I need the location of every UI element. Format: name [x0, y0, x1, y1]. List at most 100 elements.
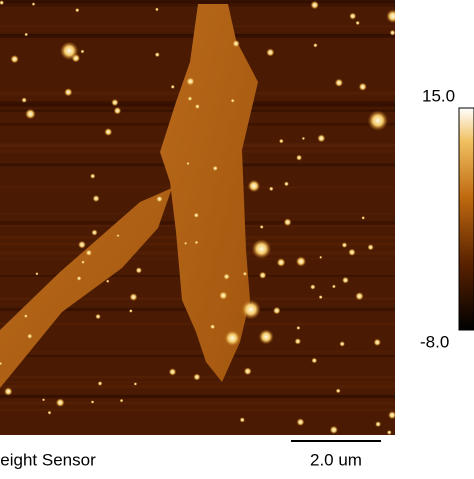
particle	[268, 186, 274, 192]
scan-line	[0, 381, 395, 384]
particle	[113, 106, 122, 115]
particle	[10, 54, 19, 64]
particles	[0, 0, 395, 435]
scan-line	[0, 0, 395, 4]
particle	[26, 333, 33, 339]
particle	[349, 12, 357, 20]
particle	[119, 398, 124, 403]
particle	[296, 154, 303, 161]
particle	[241, 299, 261, 320]
particle	[92, 194, 100, 203]
particle	[258, 329, 274, 345]
particle	[251, 239, 272, 259]
particle	[90, 400, 95, 404]
particle	[25, 108, 36, 120]
particle	[187, 96, 193, 102]
particle	[31, 2, 36, 6]
particle	[186, 161, 190, 166]
particle	[193, 373, 201, 381]
particle	[194, 103, 201, 110]
particle	[310, 0, 319, 10]
channel-label: Height Sensor	[0, 450, 96, 469]
particle	[76, 275, 82, 281]
particle	[4, 387, 13, 396]
particle	[116, 234, 120, 238]
particle	[361, 216, 366, 220]
particle	[64, 88, 73, 97]
particle	[355, 291, 364, 301]
particle	[186, 77, 195, 86]
particle	[0, 0, 5, 6]
particle	[91, 229, 98, 236]
particle	[24, 32, 29, 37]
particle	[155, 7, 159, 12]
particle	[317, 134, 326, 143]
particle	[239, 417, 245, 423]
particle	[283, 218, 292, 227]
particle	[97, 381, 103, 386]
particle	[334, 78, 344, 87]
particle	[23, 314, 28, 319]
particle	[129, 293, 138, 302]
particle	[104, 127, 113, 136]
particle	[329, 425, 339, 435]
particle	[278, 138, 284, 144]
particle	[81, 260, 85, 265]
particle	[243, 367, 252, 376]
particle	[59, 41, 79, 61]
afm-image	[0, 0, 395, 435]
particle	[272, 306, 281, 315]
particle	[339, 341, 345, 347]
particle	[232, 39, 240, 48]
particle	[209, 324, 216, 330]
particle	[35, 272, 39, 276]
particle	[95, 313, 101, 320]
particle	[21, 97, 27, 103]
scan-line	[0, 401, 395, 405]
particle	[133, 382, 138, 386]
particle	[373, 338, 382, 347]
particle	[276, 258, 286, 267]
particle	[128, 309, 133, 313]
particle	[78, 240, 86, 249]
particle	[367, 110, 389, 131]
particle	[355, 20, 360, 26]
particle	[310, 284, 316, 290]
particle	[259, 271, 267, 279]
scan-line	[0, 4, 395, 7]
particle	[294, 338, 302, 345]
scale-bar-label: 2.0 um	[310, 450, 362, 469]
particle	[224, 329, 241, 347]
particle	[335, 388, 341, 394]
particle	[170, 84, 175, 89]
particle	[80, 49, 85, 54]
particle	[218, 291, 228, 300]
particle	[223, 273, 230, 280]
particle	[358, 82, 367, 91]
particle	[194, 240, 199, 245]
scan-line	[0, 394, 395, 399]
particle	[90, 173, 96, 179]
particle	[311, 357, 318, 364]
particle	[266, 48, 275, 57]
particle	[47, 410, 52, 415]
particle	[156, 195, 163, 203]
particle	[168, 368, 177, 376]
particle	[313, 43, 318, 48]
particle	[375, 421, 382, 428]
particle	[386, 9, 395, 24]
colorbar-max: 15.0	[422, 86, 455, 105]
particle	[386, 430, 392, 435]
particle	[111, 98, 119, 107]
particle	[318, 295, 323, 300]
particle	[135, 267, 142, 274]
particle	[75, 7, 80, 13]
flake	[0, 188, 172, 388]
particle	[41, 398, 46, 402]
scan-line	[0, 355, 395, 358]
particle	[242, 271, 248, 276]
particle	[0, 361, 3, 366]
particle	[296, 418, 305, 427]
colorbar	[458, 107, 474, 331]
